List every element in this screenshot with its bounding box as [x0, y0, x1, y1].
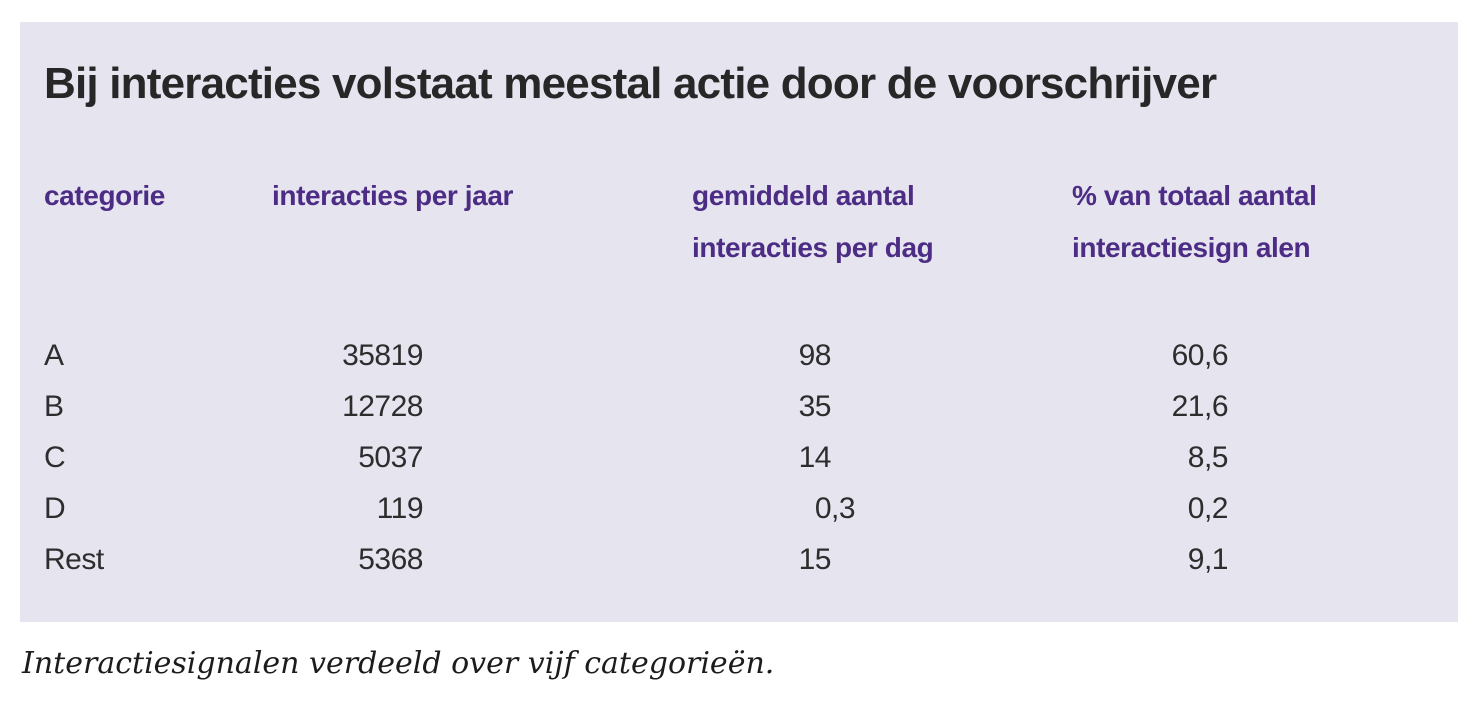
table-panel [20, 22, 1458, 622]
row-category: B [44, 390, 64, 423]
header-line: interacties per jaar [272, 180, 514, 211]
row-interactions-per-year: 5368 [358, 543, 423, 576]
row-interactions-per-year: 5037 [358, 441, 423, 474]
row-avg-per-day: 0 ,3 [631, 483, 858, 534]
row-pct-of-total: 21,6 [1171, 390, 1229, 423]
per-day-decimal [831, 330, 858, 381]
per-day-decimal: ,3 [831, 492, 856, 525]
per-day-integer: 15 [798, 543, 832, 576]
table-row: C 5037 14 8,5 [0, 432, 1478, 483]
row-category: C [44, 441, 66, 474]
row-pct-of-total: 0,2 [1187, 492, 1229, 525]
header-line: interactiesign alen [1072, 232, 1311, 263]
per-day-decimal [831, 381, 858, 432]
row-avg-per-day: 14 [631, 432, 858, 483]
column-header-categorie: categorie [44, 170, 165, 222]
per-day-decimal [831, 534, 858, 585]
per-day-integer: 98 [798, 339, 832, 372]
row-category: D [44, 492, 66, 525]
figure-title: Bij interacties volstaat meestal actie d… [44, 59, 1217, 108]
table-row: B 12728 35 21,6 [0, 381, 1478, 432]
per-day-decimal [831, 432, 858, 483]
row-pct-of-total: 8,5 [1187, 441, 1229, 474]
header-line: gemiddeld aantal [692, 180, 915, 211]
row-category: A [44, 339, 64, 372]
column-header-interacties-per-jaar: interacties per jaar [272, 170, 513, 222]
row-interactions-per-year: 12728 [342, 390, 423, 423]
row-avg-per-day: 15 [631, 534, 858, 585]
table-row: Rest 5368 15 9,1 [0, 534, 1478, 585]
row-interactions-per-year: 35819 [342, 339, 423, 372]
header-line: interacties per dag [692, 232, 934, 263]
row-pct-of-total: 9,1 [1187, 543, 1229, 576]
per-day-integer: 0 [814, 492, 832, 525]
header-line: % van totaal aantal [1072, 180, 1317, 211]
figure-caption: Interactiesignalen verdeeld over vijf ca… [22, 646, 775, 681]
per-day-integer: 35 [798, 390, 832, 423]
table-row: A 35819 98 60,6 [0, 330, 1478, 381]
row-interactions-per-year: 119 [376, 492, 424, 525]
row-avg-per-day: 35 [631, 381, 858, 432]
column-header-gemiddeld-per-dag: gemiddeld aantal interacties per dag [692, 170, 934, 274]
column-header-pct-van-totaal: % van totaal aantal interactiesign alen [1072, 170, 1317, 274]
row-avg-per-day: 98 [631, 330, 858, 381]
header-line: categorie [44, 180, 165, 211]
row-pct-of-total: 60,6 [1171, 339, 1229, 372]
table-row: D 119 0 ,3 0,2 [0, 483, 1478, 534]
per-day-integer: 14 [798, 441, 832, 474]
row-category: Rest [44, 543, 104, 576]
